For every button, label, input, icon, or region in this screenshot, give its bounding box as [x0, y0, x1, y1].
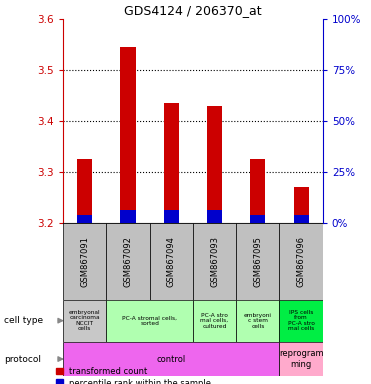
Legend: transformed count, percentile rank within the sample: transformed count, percentile rank withi… [56, 367, 211, 384]
Bar [293, 187, 309, 223]
Text: embryoni
c stem
cells: embryoni c stem cells [244, 313, 272, 329]
Text: GSM867096: GSM867096 [297, 236, 306, 286]
Bar [279, 300, 323, 342]
Text: control: control [157, 354, 186, 364]
Bar [77, 159, 92, 223]
Bar [63, 342, 279, 376]
Bar [106, 223, 150, 300]
Text: reprogram
ming: reprogram ming [279, 349, 324, 369]
Title: GDS4124 / 206370_at: GDS4124 / 206370_at [124, 3, 262, 17]
Text: PC-A stro
mal cells,
cultured: PC-A stro mal cells, cultured [200, 313, 229, 329]
Text: GSM867093: GSM867093 [210, 236, 219, 286]
Bar [250, 159, 265, 223]
Bar [121, 47, 135, 223]
Text: GSM867092: GSM867092 [124, 236, 132, 286]
Bar [207, 210, 222, 223]
Bar [236, 300, 279, 342]
Bar [279, 342, 323, 376]
Bar [236, 223, 279, 300]
Text: GSM867091: GSM867091 [80, 236, 89, 286]
Text: IPS cells
from
PC-A stro
mal cells: IPS cells from PC-A stro mal cells [288, 310, 315, 331]
Bar [63, 223, 106, 300]
Text: GSM867094: GSM867094 [167, 236, 176, 286]
Text: cell type: cell type [4, 316, 43, 325]
Text: GSM867095: GSM867095 [253, 236, 262, 286]
Bar [293, 215, 309, 223]
Bar [164, 103, 179, 223]
Bar [193, 300, 236, 342]
Bar [63, 300, 106, 342]
Text: embryonal
carcinoma
NCCIT
cells: embryonal carcinoma NCCIT cells [69, 310, 101, 331]
Bar [150, 223, 193, 300]
Bar [207, 106, 222, 223]
Text: PC-A stromal cells,
sorted: PC-A stromal cells, sorted [122, 315, 177, 326]
Bar [106, 300, 193, 342]
Bar [250, 215, 265, 223]
Bar [164, 210, 179, 223]
Bar [193, 223, 236, 300]
Bar [121, 210, 135, 223]
Bar [279, 223, 323, 300]
Text: protocol: protocol [4, 354, 41, 364]
Bar [77, 215, 92, 223]
